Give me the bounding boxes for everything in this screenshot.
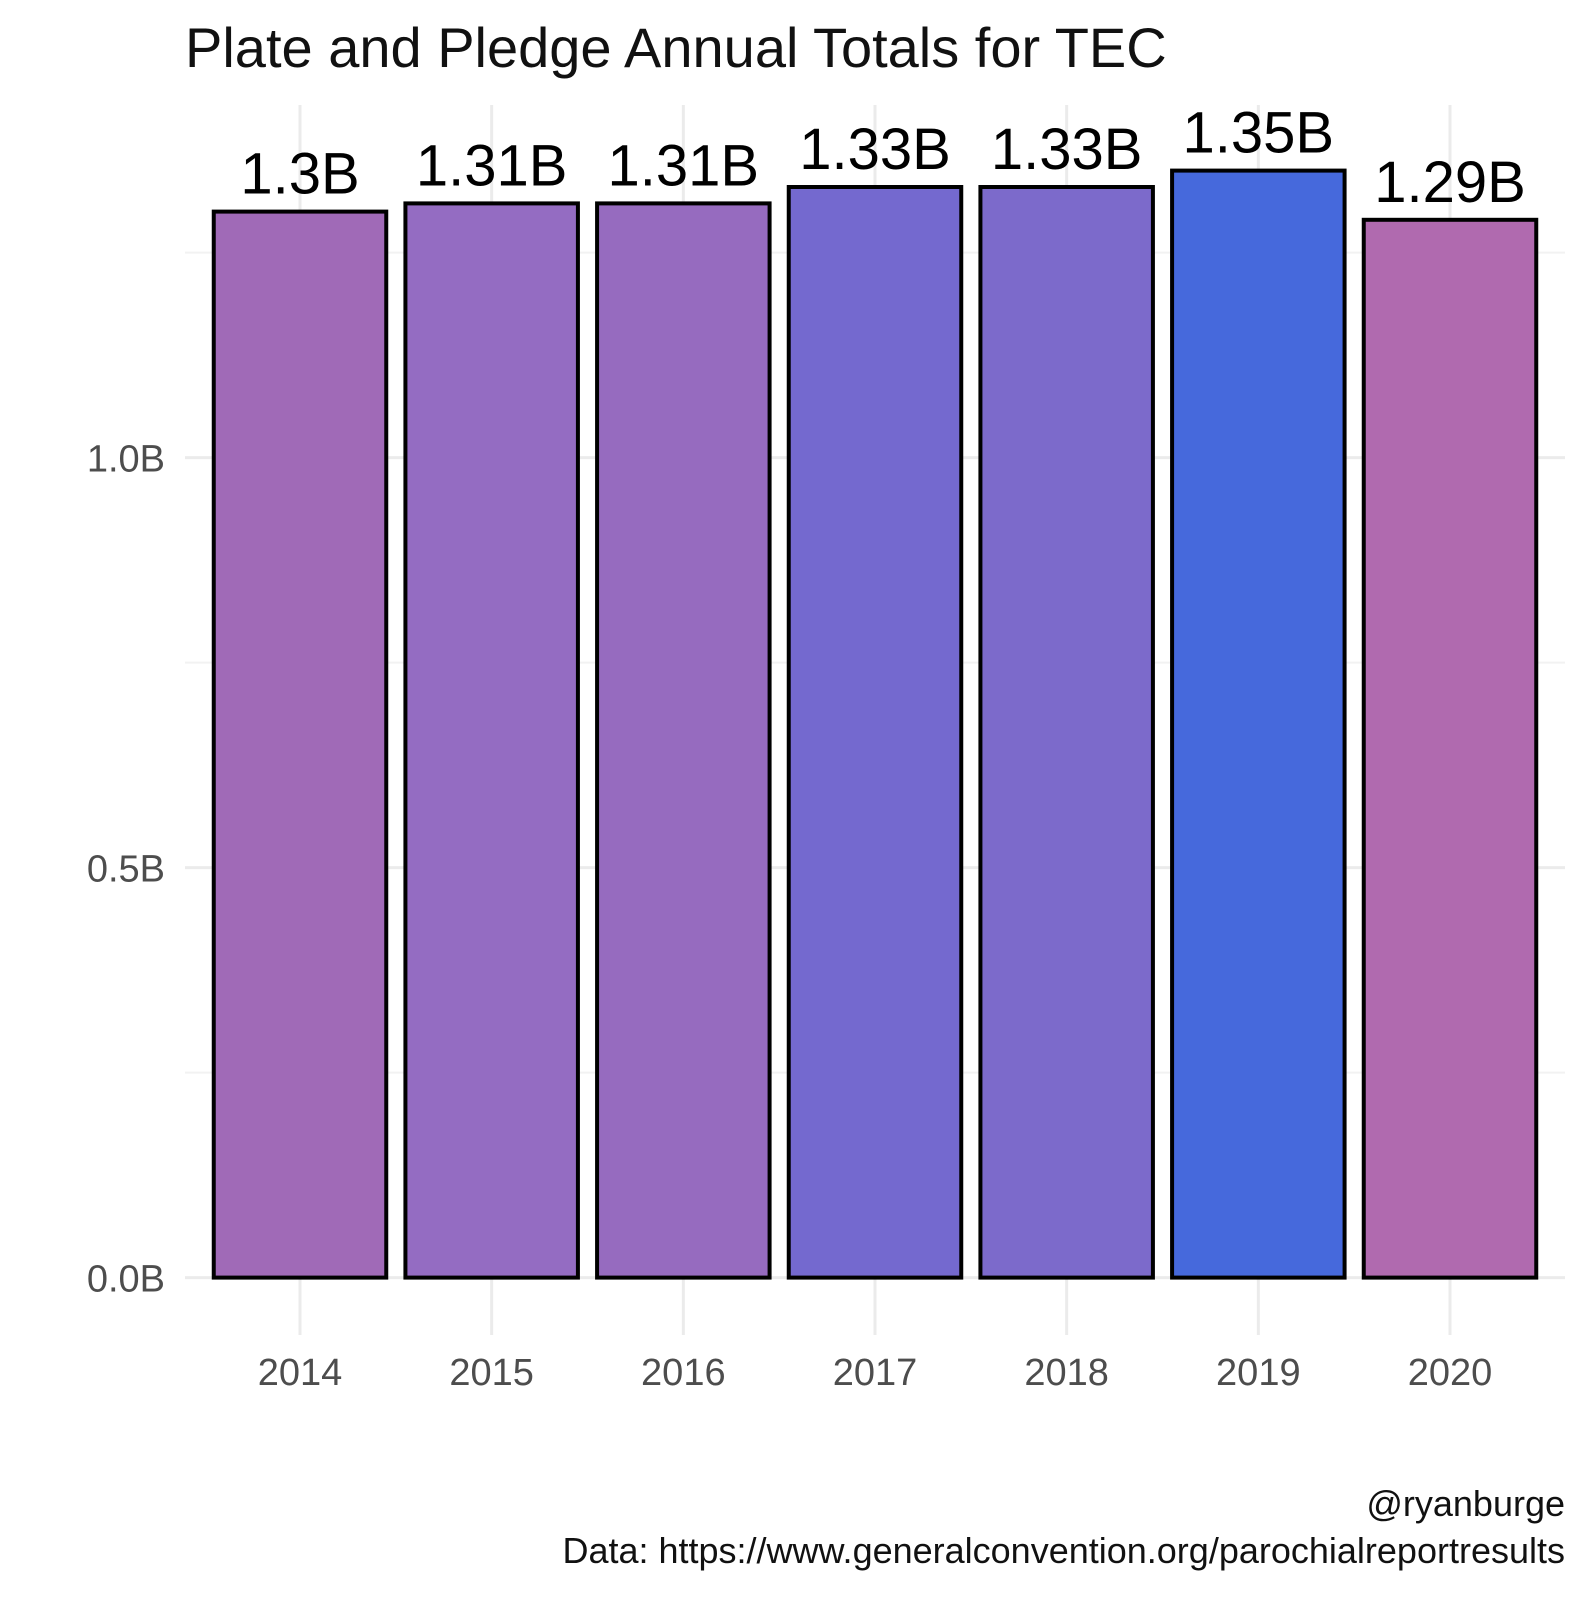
y-tick-label: 0.0B <box>87 1259 165 1301</box>
bar-2016 <box>595 201 772 1280</box>
value-label-2017: 1.33B <box>799 117 951 182</box>
chart-title: Plate and Pledge Annual Totals for TEC <box>185 16 1167 79</box>
x-tick-label: 2020 <box>1408 1352 1493 1394</box>
bar-2015 <box>403 201 580 1280</box>
y-tick-label: 0.5B <box>87 849 165 891</box>
value-label-2014: 1.3B <box>240 142 359 207</box>
x-tick-label: 2014 <box>258 1352 343 1394</box>
caption-handle: @ryanburge <box>1366 1483 1565 1524</box>
bar-2019 <box>1170 168 1347 1280</box>
value-label-2018: 1.33B <box>991 117 1143 182</box>
bars <box>211 168 1539 1280</box>
bar-2018 <box>978 185 1155 1280</box>
value-label-2016: 1.31B <box>608 133 760 198</box>
x-tick-label: 2018 <box>1024 1352 1109 1394</box>
caption-source: Data: https://www.generalconvention.org/… <box>562 1530 1565 1571</box>
bar-2020 <box>1361 217 1539 1280</box>
y-axis-tick-labels: 0.0B 0.5B 1.0B <box>87 439 165 1301</box>
x-tick-label: 2019 <box>1216 1352 1301 1394</box>
x-tick-label: 2017 <box>833 1352 918 1394</box>
y-tick-label: 1.0B <box>87 439 165 481</box>
x-tick-label: 2016 <box>641 1352 726 1394</box>
bar-2014 <box>211 209 389 1280</box>
bar-value-labels: 1.3B 1.31B 1.31B 1.33B 1.33B 1.35B 1.29B <box>240 101 1525 215</box>
x-tick-label: 2015 <box>449 1352 534 1394</box>
bar-2017 <box>786 185 964 1280</box>
value-label-2019: 1.35B <box>1183 101 1335 166</box>
x-axis-tick-labels: 2014 2015 2016 2017 2018 2019 2020 <box>258 1352 1493 1394</box>
value-label-2015: 1.31B <box>416 133 568 198</box>
value-label-2020: 1.29B <box>1374 150 1526 215</box>
